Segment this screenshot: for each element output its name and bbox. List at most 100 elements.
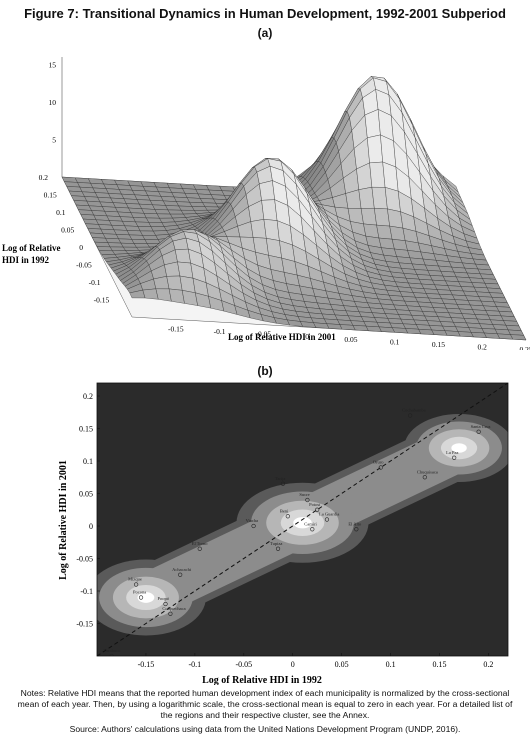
surface-cell	[146, 217, 163, 223]
surface-cell	[374, 208, 390, 227]
notes-block: Notes: Relative HDI means that the repor…	[14, 688, 516, 735]
data-point	[305, 497, 310, 503]
contour-blob	[137, 592, 155, 603]
surface-cell	[156, 213, 173, 219]
data-point	[197, 546, 202, 551]
y-tick-label: 0.05	[79, 490, 93, 499]
data-point	[280, 481, 286, 486]
data-point	[354, 527, 359, 532]
y-tick-label: -0.15	[76, 620, 93, 629]
y-tick-label: -0.1	[80, 587, 93, 596]
contour-frame	[96, 382, 509, 657]
x-tick-label: 0.2	[483, 660, 493, 669]
surface-cell	[261, 199, 278, 221]
surface-mesh	[61, 75, 527, 341]
surface-y-axis-label-2: HDI in 1992	[2, 255, 50, 265]
data-point	[109, 653, 114, 656]
surface-x-tick-label: 0.2	[478, 342, 488, 350]
data-point-label: Tarabuco	[104, 648, 121, 653]
data-point-label: El Torno	[192, 541, 208, 546]
surface-x-tick-label: -0.05	[256, 330, 272, 339]
panel-a-label: (a)	[257, 26, 273, 40]
surface-x-tick-label: 0.15	[432, 340, 445, 349]
surface-cell	[367, 134, 383, 164]
data-point	[251, 523, 256, 529]
data-point-label: Chuquisaca	[417, 469, 438, 474]
data-point	[452, 455, 457, 460]
contour-axes: -0.15 -0.1 -0.05 0 0.05 0.1 0.15 0.2 0.2 0.15 0.1 0…	[76, 382, 509, 669]
surface-cell	[142, 288, 159, 300]
contour-level-5	[137, 443, 467, 603]
y-tick-label: 0.15	[79, 425, 93, 434]
figure-title: Figure 7: Transitional Dynamics in Human…	[24, 6, 506, 21]
data-point	[178, 572, 183, 577]
surface-cell	[174, 248, 191, 264]
surface-z-tick-label: 5	[52, 136, 56, 145]
data-point-label: Tarija	[275, 476, 285, 481]
data-point-label: Santa Cruz	[471, 424, 491, 429]
contour-y-axis-label: Log of Relative HDI in 2001	[58, 460, 69, 580]
data-point-label: Colquechaca	[162, 606, 185, 611]
surface-cell	[259, 180, 275, 201]
surface-x-tick-label: 0.1	[390, 337, 400, 346]
data-point	[134, 582, 139, 587]
surface-cell	[250, 219, 267, 239]
panel-b-label: (b)	[257, 364, 273, 378]
x-tick-label: -0.1	[189, 660, 202, 669]
data-point-label: Oruro	[373, 460, 384, 465]
x-tick-label: 0.15	[433, 660, 447, 669]
x-tick-label: -0.05	[235, 660, 252, 669]
y-tick-label: 0.1	[83, 457, 93, 466]
surface-y-tick-label: 0.2	[39, 173, 49, 182]
surface-cell	[122, 246, 140, 251]
data-point	[310, 527, 315, 532]
surface-y-axis-label: Log of Relative	[2, 243, 61, 253]
diagonal-line	[97, 383, 508, 656]
contour-blob	[293, 517, 312, 529]
surface-cell	[98, 250, 116, 255]
surface-x-axis-label: Log of Relative HDI in 2001	[228, 332, 336, 342]
data-point-label: Poopó	[158, 596, 170, 601]
data-point-label: Beni	[280, 508, 289, 513]
surface-cell	[155, 288, 172, 302]
data-point	[285, 514, 290, 519]
contour-plot: Cochabamba Santa Cruz La Paz Oruro Chuquisac…	[58, 382, 509, 685]
surface-z-tick-label: 10	[49, 98, 57, 107]
surface-x-tick-label: -0.1	[214, 327, 226, 336]
surface-cell	[137, 226, 154, 232]
surface-cell	[148, 222, 165, 227]
surface-cell	[166, 275, 183, 291]
surface-cell	[510, 334, 527, 341]
surface-cell	[150, 226, 167, 232]
x-tick-label: 0	[291, 660, 295, 669]
contour-blob	[451, 443, 467, 453]
x-tick-label: -0.15	[138, 660, 155, 669]
data-point	[315, 507, 320, 512]
data-point	[422, 475, 427, 480]
surface-cell	[109, 246, 126, 251]
data-point-label: Camiri	[304, 521, 317, 526]
surface-cell	[144, 239, 161, 244]
data-point-label: Mizque	[128, 577, 142, 582]
surface-x-tick-label: -0.15	[168, 325, 184, 334]
surface-z-tick-label: 15	[49, 61, 57, 70]
surface-y-tick-label: 0.15	[44, 191, 57, 200]
data-point-label: Achacachi	[172, 567, 192, 572]
surface-cell	[131, 239, 148, 244]
data-point	[275, 546, 281, 551]
data-point-label: Sucre	[299, 492, 309, 497]
data-point-label: La Guardia	[319, 512, 339, 517]
data-point-label: La Paz	[446, 450, 458, 455]
x-tick-label: 0.05	[335, 660, 349, 669]
surface-cell	[369, 161, 386, 188]
surface-y-tick-label: 0.05	[61, 226, 74, 235]
contour-fills	[97, 383, 508, 656]
surface-y-tick-label: -0.05	[76, 261, 92, 270]
data-point	[138, 595, 144, 600]
x-tick-label: 0.1	[386, 660, 396, 669]
surface-cell	[371, 187, 388, 210]
surface-x-tick-label: 0.05	[344, 335, 357, 344]
source-text: Source: Authors' calculations using data…	[69, 724, 461, 734]
data-point	[408, 413, 413, 418]
contour-x-axis-label: Log of Relative HDI in 1992	[202, 675, 322, 685]
